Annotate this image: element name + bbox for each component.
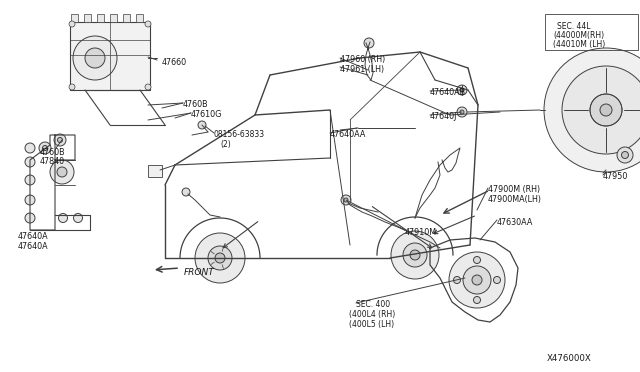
- Circle shape: [145, 84, 151, 90]
- Text: SEC. 44L: SEC. 44L: [557, 22, 591, 31]
- Text: (44010M (LH): (44010M (LH): [553, 40, 605, 49]
- Circle shape: [457, 107, 467, 117]
- Circle shape: [25, 175, 35, 185]
- Circle shape: [145, 21, 151, 27]
- Text: (44000M(RH): (44000M(RH): [553, 31, 604, 40]
- Text: 4760B: 4760B: [40, 148, 66, 157]
- Bar: [136, 14, 143, 22]
- Circle shape: [472, 275, 482, 285]
- Circle shape: [410, 250, 420, 260]
- Bar: [97, 14, 104, 22]
- Circle shape: [195, 233, 245, 283]
- Text: 47960 (RH): 47960 (RH): [340, 55, 385, 64]
- Circle shape: [25, 143, 35, 153]
- Circle shape: [39, 142, 51, 154]
- Circle shape: [54, 134, 66, 146]
- Text: 47640AB: 47640AB: [430, 88, 466, 97]
- Circle shape: [25, 213, 35, 223]
- Circle shape: [463, 266, 491, 294]
- Text: 47910M: 47910M: [405, 228, 437, 237]
- Bar: [545, 14, 638, 50]
- Circle shape: [600, 104, 612, 116]
- Text: X476000X: X476000X: [547, 354, 592, 363]
- Circle shape: [474, 296, 481, 304]
- Circle shape: [364, 38, 374, 48]
- Circle shape: [85, 48, 105, 68]
- Circle shape: [493, 276, 500, 283]
- Text: 47950: 47950: [603, 172, 628, 181]
- Circle shape: [403, 243, 427, 267]
- Text: FRONT: FRONT: [184, 268, 215, 277]
- Circle shape: [57, 167, 67, 177]
- Bar: [123, 14, 130, 22]
- Circle shape: [449, 252, 505, 308]
- Text: 4760B: 4760B: [183, 100, 209, 109]
- Circle shape: [74, 214, 83, 222]
- Circle shape: [457, 85, 467, 95]
- Circle shape: [25, 157, 35, 167]
- Bar: [84, 14, 91, 22]
- Text: 47640A: 47640A: [18, 242, 49, 251]
- Bar: [110, 14, 117, 22]
- Text: 47900MA(LH): 47900MA(LH): [488, 195, 542, 204]
- Circle shape: [58, 138, 63, 142]
- Text: 47840: 47840: [40, 157, 65, 166]
- Text: SEC. 400: SEC. 400: [356, 300, 390, 309]
- Circle shape: [69, 84, 75, 90]
- Text: 47900M (RH): 47900M (RH): [488, 185, 540, 194]
- Circle shape: [215, 253, 225, 263]
- Circle shape: [344, 198, 348, 202]
- Text: (2): (2): [220, 140, 231, 149]
- Circle shape: [454, 276, 461, 283]
- Circle shape: [460, 110, 464, 114]
- Circle shape: [69, 21, 75, 27]
- Circle shape: [544, 48, 640, 172]
- Circle shape: [621, 151, 628, 158]
- Circle shape: [73, 36, 117, 80]
- Circle shape: [25, 195, 35, 205]
- Circle shape: [182, 188, 190, 196]
- Circle shape: [341, 195, 351, 205]
- Text: 47640J: 47640J: [430, 112, 458, 121]
- Circle shape: [460, 88, 464, 92]
- Circle shape: [617, 147, 633, 163]
- Circle shape: [58, 214, 67, 222]
- Text: 47630AA: 47630AA: [497, 218, 533, 227]
- Text: 08156-63833: 08156-63833: [214, 130, 265, 139]
- Circle shape: [562, 66, 640, 154]
- Text: 47640A: 47640A: [18, 232, 49, 241]
- Text: 47610G: 47610G: [191, 110, 222, 119]
- Bar: [148, 165, 162, 177]
- Circle shape: [50, 160, 74, 184]
- Bar: [71, 14, 78, 22]
- Circle shape: [391, 231, 439, 279]
- Circle shape: [590, 94, 622, 126]
- Text: 47640AA: 47640AA: [330, 130, 366, 139]
- Text: (400L4 (RH): (400L4 (RH): [349, 310, 396, 319]
- Circle shape: [198, 121, 206, 129]
- Circle shape: [474, 257, 481, 263]
- Circle shape: [208, 246, 232, 270]
- Text: 47660: 47660: [162, 58, 187, 67]
- Text: 47961 (LH): 47961 (LH): [340, 65, 384, 74]
- Circle shape: [42, 145, 47, 151]
- Bar: [70, 22, 150, 90]
- Text: (400L5 (LH): (400L5 (LH): [349, 320, 394, 329]
